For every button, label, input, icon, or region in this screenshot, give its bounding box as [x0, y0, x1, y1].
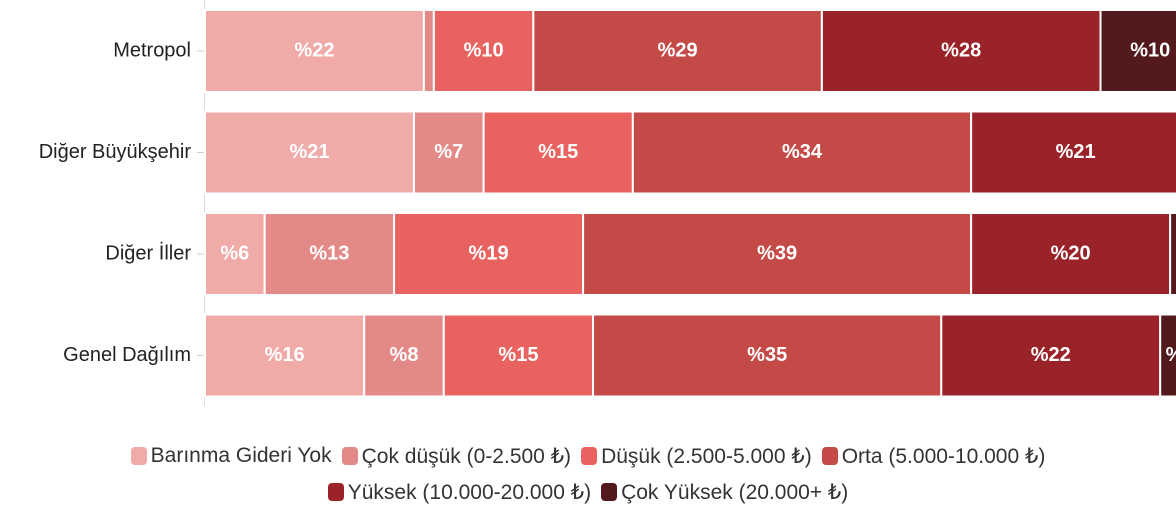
legend-item: Barınma Gideri Yok — [130, 444, 332, 468]
legend-item: Çok düşük (0-2.500 ₺) — [341, 444, 572, 469]
legend-swatch — [581, 447, 598, 465]
bar-segment — [582, 212, 973, 296]
data-label: %35 — [747, 344, 787, 366]
legend-label: Düşük (2.500-5.000 ₺) — [601, 444, 812, 468]
data-label: %6 — [220, 242, 249, 264]
legend-swatch — [327, 483, 344, 501]
bar-segment — [1159, 313, 1176, 398]
bar-segment — [940, 313, 1162, 398]
legend-swatch — [821, 447, 838, 465]
bar-segment — [263, 212, 396, 296]
data-label: %21 — [289, 141, 329, 163]
data-label: %29 — [658, 39, 698, 61]
data-label: %20 — [1051, 242, 1091, 264]
legend-label: Yüksek (10.000-20.000 ₺) — [347, 480, 592, 504]
data-label: %4 — [1166, 344, 1176, 366]
bar-segment — [363, 313, 445, 398]
data-label: %39 — [757, 242, 797, 264]
y-tick-label: Metropol — [113, 39, 191, 61]
data-label: %22 — [1031, 344, 1071, 366]
legend-item: Düşük (2.500-5.000 ₺) — [581, 444, 812, 469]
legend-item: Çok Yüksek (20.000+ ₺) — [601, 480, 848, 505]
bar-segment — [204, 313, 366, 398]
bar-segment — [970, 212, 1172, 296]
legend-swatch — [341, 447, 358, 465]
y-tick-label: Genel Dağılım — [63, 344, 191, 366]
y-tick-label: Diğer Büyükşehir — [39, 141, 192, 163]
data-label: %15 — [538, 141, 578, 163]
data-label: %19 — [469, 242, 509, 264]
legend-row: Barınma Gideri Yok Çok düşük (0-2.500 ₺) D… — [0, 438, 1176, 474]
chart: Metropol %22 %10 %29 %28 %10 Diğer Büyükşehir%… — [39, 0, 1176, 406]
bar-segment — [393, 212, 585, 296]
bar-segment — [442, 313, 595, 398]
bar-segment — [204, 9, 425, 93]
legend-item: Orta (5.000-10.000 ₺) — [821, 444, 1046, 469]
legend-label: Barınma Gideri Yok — [150, 444, 332, 467]
bar-segment — [412, 110, 485, 195]
data-label: %21 — [1056, 141, 1096, 163]
bar-segment — [532, 9, 823, 93]
legend-label: Çok Yüksek (20.000+ ₺) — [621, 480, 849, 504]
data-label: %13 — [309, 242, 349, 264]
bar-segment — [432, 9, 535, 93]
data-label: %8 — [390, 344, 419, 366]
data-label: %10 — [464, 39, 504, 61]
data-label: %22 — [294, 39, 334, 61]
legend-item: Yüksek (10.000-20.000 ₺) — [327, 480, 592, 505]
legend-row: Yüksek (10.000-20.000 ₺) Çok Yüksek (20.0… — [0, 474, 1176, 510]
legend-label: Orta (5.000-10.000 ₺) — [841, 444, 1046, 468]
bar-segment — [592, 313, 943, 398]
bar-segment — [820, 9, 1102, 93]
bar-segment — [1099, 9, 1176, 93]
legend-swatch — [601, 483, 618, 501]
bar-segment — [1169, 212, 1176, 296]
data-label: %16 — [265, 344, 305, 366]
legend-label: Çok düşük (0-2.500 ₺) — [361, 444, 572, 468]
bar-segment — [422, 9, 435, 93]
data-label: %7 — [434, 141, 463, 163]
legend: Barınma Gideri Yok Çok düşük (0-2.500 ₺) D… — [0, 438, 1176, 510]
data-label: %34 — [782, 141, 823, 163]
y-tick-label: Diğer İller — [105, 241, 191, 264]
data-label: %15 — [498, 344, 538, 366]
bar-segment — [204, 110, 415, 195]
legend-swatch — [130, 447, 147, 465]
bar-segment — [970, 110, 1176, 195]
bar-segment — [204, 212, 266, 296]
data-label: %28 — [941, 39, 981, 61]
data-label: %10 — [1130, 39, 1170, 61]
